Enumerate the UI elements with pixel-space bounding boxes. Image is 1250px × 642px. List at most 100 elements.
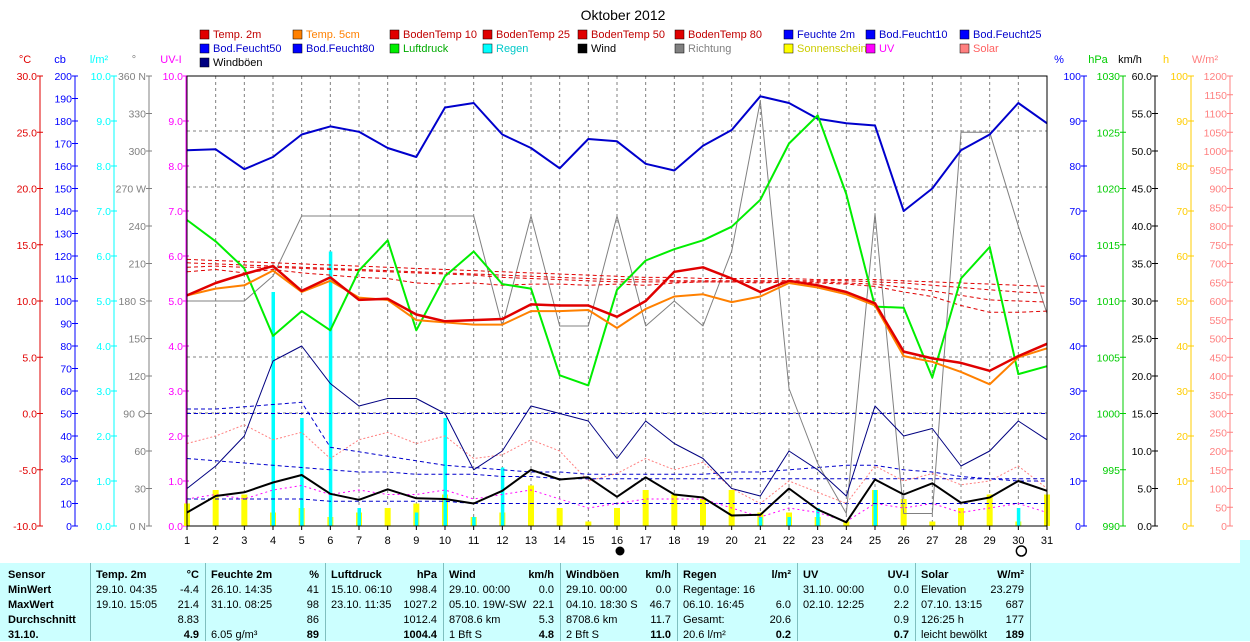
stats-cell: 31.10. 00:00 — [803, 584, 865, 596]
series-line-bod-feucht25 — [187, 498, 1047, 504]
axis-tick-label: 270 W — [116, 184, 146, 196]
x-tick-label: 16 — [611, 535, 623, 547]
axis-tick-label: 9.0 — [96, 116, 111, 128]
axis-tick-label: 50.0 — [1132, 146, 1153, 158]
x-tick-label: 7 — [356, 535, 362, 547]
axis-tick-label: 10 — [60, 499, 72, 511]
stats-cell: 6.0 — [775, 599, 791, 611]
panel-edge — [1240, 540, 1250, 641]
stats-cell: 0.0 — [538, 584, 554, 596]
axis-tick-label: 360 N — [118, 71, 146, 83]
stats-cell: 29.10. 00:00 — [566, 584, 628, 596]
axis-tick-label: 1010 — [1097, 296, 1121, 308]
plot-frame — [186, 75, 1048, 527]
axis-tick-label: 80 — [1176, 161, 1188, 173]
axis-tick-label: 30.0 — [17, 71, 38, 83]
stats-cell: 41 — [306, 584, 319, 596]
axis-tick-label: 150 — [54, 184, 72, 196]
x-tick-label: 13 — [525, 535, 537, 547]
axis-tick-label: -10.0 — [13, 521, 37, 533]
axis-tick-label: 20.0 — [1132, 371, 1153, 383]
legend-swatch — [292, 43, 303, 54]
axis-tick-label: 600 — [1209, 296, 1227, 308]
axis-tick-label: 10.0 — [1132, 446, 1153, 458]
rain-bar — [758, 517, 763, 526]
x-tick-label: 28 — [955, 535, 967, 547]
axis-tick-label: 5.0 — [1137, 484, 1152, 496]
axis-tick-label: 850 — [1209, 202, 1227, 214]
sun-bar — [986, 494, 993, 526]
x-tick-label: 12 — [496, 535, 508, 547]
legend-label: Temp. 5cm — [306, 29, 360, 41]
axis-tick-label: 1030 — [1097, 71, 1121, 83]
axis-unit-label: W/m² — [1192, 54, 1219, 66]
axis-tick-label: 140 — [54, 206, 72, 218]
legend-label: Windböen — [213, 57, 263, 69]
axis-tick-label: 450 — [1209, 352, 1227, 364]
stats-column: Solar W/m² Elevation 23.279 07.10. 13:15 687 1… — [915, 563, 1031, 641]
weather-chart: Oktober 2012 Temp. 2m Temp. 5cm BodenTemp … — [13, 7, 1233, 557]
axis-tick-label: 3.0 — [168, 386, 183, 398]
stats-cell: 2.2 — [893, 599, 909, 611]
series-lines — [186, 95, 1048, 524]
legend-swatch — [959, 29, 970, 40]
stats-cell: 26.10. 14:35 — [211, 584, 273, 596]
axis-tick-label: 40.0 — [1132, 221, 1153, 233]
x-tick-label: 20 — [726, 535, 738, 547]
axis-tick-label: 170 — [54, 139, 72, 151]
stats-column: Feuchte 2m% 26.10. 14:35 41 31.10. 08:25 98 8… — [205, 563, 326, 641]
stats-column: UV UV-I 31.10. 00:00 0.0 02.10. 12:25 2.2 0.9 0… — [797, 563, 916, 641]
axis-tick-label: 1015 — [1097, 240, 1121, 252]
sun-bar — [929, 521, 936, 526]
axis-tick-label: 50 — [1215, 502, 1227, 514]
stats-cell: 177 — [1005, 614, 1024, 626]
chart-title: Oktober 2012 — [581, 7, 666, 23]
axis-tick-label: 160 — [54, 161, 72, 173]
axis-tick-label: 750 — [1209, 240, 1227, 252]
x-tick-label: 1 — [184, 535, 190, 547]
x-tick-label: 27 — [926, 535, 938, 547]
axis-tick-label: 20 — [1069, 431, 1081, 443]
stats-cell: 1012.4 — [403, 614, 437, 626]
axis-tick-label: 5.0 — [96, 296, 111, 308]
stats-cell: 0.2 — [775, 629, 791, 641]
x-tick-label: 18 — [668, 535, 680, 547]
axis-tick-label: 100 — [1063, 71, 1081, 83]
axis-tick-label: 5.0 — [22, 352, 37, 364]
stats-cell: 20.6 — [769, 614, 791, 626]
legend-label: Luftdruck — [403, 43, 449, 55]
axis-tick-label: 130 — [54, 229, 72, 241]
sun-bar — [958, 508, 964, 526]
legend-label: Bod.Feucht25 — [973, 29, 1042, 41]
stats-cell: 15.10. 06:10 — [331, 584, 393, 596]
axis-tick-label: 1005 — [1097, 352, 1121, 364]
legend-swatch — [389, 43, 400, 54]
axis-unit-label: UV-I — [160, 54, 181, 66]
axis-tick-label: 40 — [60, 431, 72, 443]
axis-tick-label: 30 — [1176, 386, 1188, 398]
axis-tick-label: 30 — [1069, 386, 1081, 398]
axis-unit-label: % — [1054, 54, 1064, 66]
axis-tick-label: 1025 — [1097, 127, 1121, 139]
axis-tick-label: 1100 — [1204, 109, 1227, 121]
axis-tick-label: 1.0 — [96, 476, 111, 488]
rain-bar — [328, 251, 333, 526]
stats-cell: 21.4 — [177, 599, 199, 611]
legend-label: Temp. 2m — [213, 29, 261, 41]
stats-cell: Durchschnitt — [8, 614, 76, 626]
legend-swatch — [865, 29, 876, 40]
stats-cell: 687 — [1005, 599, 1024, 611]
stats-cell: 29.10. 00:00 — [449, 584, 511, 596]
series-line-bod-feucht50 — [186, 458, 1047, 480]
x-axis: 1 2 3 4 5 6 7 8 9 10 11 12 13 14 15 16 17 18 19 20 21 22 23 24 2… — [184, 526, 1053, 557]
stats-cell: Regen — [683, 569, 717, 581]
rain-bar — [414, 512, 419, 526]
axis-tick-label: 120 — [128, 371, 146, 383]
sun-bar — [585, 521, 592, 526]
rain-bar — [816, 508, 820, 526]
series-line-temp-5cm — [186, 269, 1048, 386]
axis-tick-label: 800 — [1209, 221, 1227, 233]
axis-tick-label: 35.0 — [1132, 259, 1153, 271]
stats-cell: 0.0 — [655, 584, 671, 596]
sun-bar — [671, 494, 678, 526]
